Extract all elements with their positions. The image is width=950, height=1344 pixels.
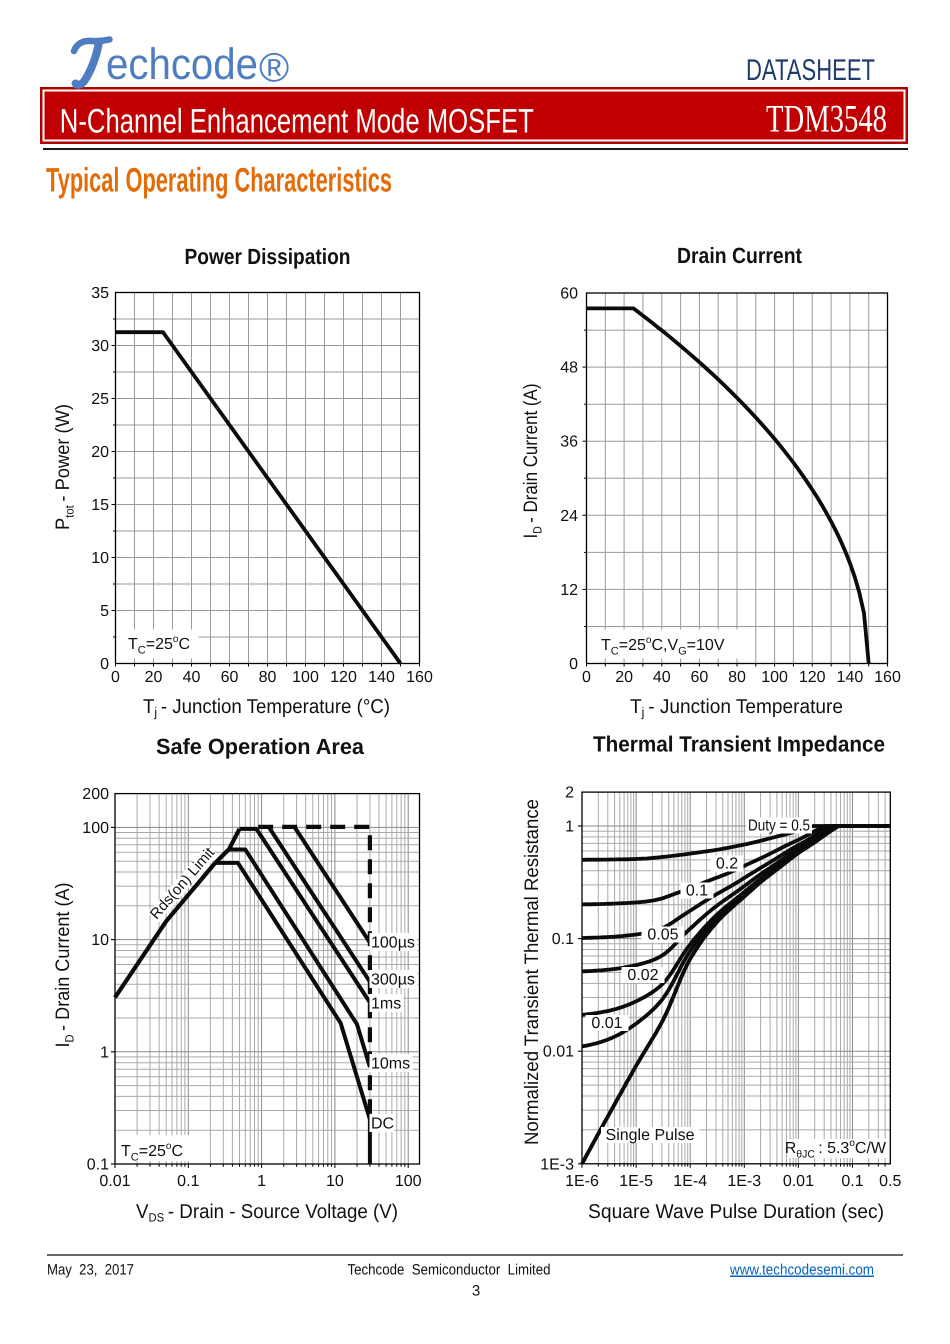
svg-text:1E-5: 1E-5	[619, 1173, 653, 1190]
svg-text:Typical Operating Characterist: Typical Operating Characteristics	[46, 162, 392, 200]
svg-text:DATASHEET: DATASHEET	[746, 54, 875, 87]
svg-text:0: 0	[569, 656, 578, 673]
svg-text:Duty = 0.5: Duty = 0.5	[748, 818, 810, 835]
svg-text:0.01: 0.01	[99, 1173, 130, 1190]
svg-text:35: 35	[91, 285, 109, 302]
svg-text:Drain Current: Drain Current	[677, 243, 803, 268]
svg-text:2: 2	[565, 785, 574, 802]
svg-text:0.01: 0.01	[591, 1015, 622, 1032]
svg-text:140: 140	[837, 669, 864, 686]
svg-text:0: 0	[100, 656, 109, 673]
svg-text:N-Channel Enhancement Mode MOS: N-Channel Enhancement Mode MOSFET	[60, 103, 534, 141]
svg-text:60: 60	[691, 669, 709, 686]
svg-text:0: 0	[111, 669, 120, 686]
svg-text:160: 160	[406, 669, 433, 686]
svg-text:®: ®	[259, 45, 289, 91]
svg-text:20: 20	[615, 669, 633, 686]
svg-text:30: 30	[91, 338, 109, 355]
svg-text:Ptot - Power (W): Ptot - Power (W)	[52, 404, 77, 530]
svg-text:20: 20	[91, 444, 109, 461]
svg-text:1: 1	[257, 1173, 266, 1190]
svg-text:120: 120	[799, 669, 826, 686]
svg-text:TC=25oC,VG=10V: TC=25oC,VG=10V	[601, 635, 725, 658]
svg-text:36: 36	[560, 434, 578, 451]
svg-text:Square Wave Pulse Duration (se: Square Wave Pulse Duration (sec)	[588, 1201, 884, 1223]
svg-text:Tj - Junction Temperature (°C): Tj - Junction Temperature (°C)	[143, 696, 390, 720]
svg-text:160: 160	[874, 669, 901, 686]
svg-text:0: 0	[582, 669, 591, 686]
svg-text:3: 3	[472, 1283, 480, 1300]
svg-text:15: 15	[91, 497, 109, 514]
svg-text:40: 40	[653, 669, 671, 686]
svg-text:0.1: 0.1	[686, 883, 708, 900]
svg-text:ID - Drain Current (A): ID - Drain Current (A)	[520, 384, 545, 539]
svg-text:1E-6: 1E-6	[565, 1173, 599, 1190]
svg-text:May 23, 2017: May 23, 2017	[47, 1262, 134, 1279]
svg-text:Safe Operation Area: Safe Operation Area	[156, 734, 365, 759]
svg-text:www.techcodesemi.com: www.techcodesemi.com	[729, 1262, 874, 1279]
svg-text:100: 100	[82, 820, 109, 837]
svg-text:Thermal Transient Impedance: Thermal Transient Impedance	[593, 732, 885, 757]
svg-text:40: 40	[183, 669, 201, 686]
svg-text:1: 1	[100, 1044, 109, 1061]
svg-text:1: 1	[565, 819, 574, 836]
svg-text:0.2: 0.2	[716, 856, 738, 873]
svg-text:60: 60	[560, 286, 578, 303]
svg-text:TDM3548: TDM3548	[766, 98, 887, 141]
svg-text:0.02: 0.02	[627, 967, 658, 984]
svg-text:10: 10	[91, 932, 109, 949]
svg-text:Tj - Junction Temperature: Tj - Junction Temperature	[630, 696, 843, 720]
svg-text:0.01: 0.01	[543, 1044, 574, 1061]
svg-text:10: 10	[91, 550, 109, 567]
svg-text:1E-4: 1E-4	[673, 1173, 707, 1190]
svg-text:80: 80	[728, 669, 746, 686]
svg-text:60: 60	[221, 669, 239, 686]
svg-text:80: 80	[259, 669, 277, 686]
svg-text:Rds(on) Limit: Rds(on) Limit	[147, 844, 219, 923]
svg-text:Normalized Transient Thermal R: Normalized Transient Thermal Resistance	[521, 799, 543, 1145]
svg-text:24: 24	[560, 508, 578, 525]
svg-text:100µs: 100µs	[371, 935, 415, 952]
svg-text:Power Dissipation: Power Dissipation	[185, 244, 351, 269]
svg-text:0.05: 0.05	[647, 927, 678, 944]
svg-text:300µs: 300µs	[371, 972, 415, 989]
svg-text:120: 120	[330, 669, 357, 686]
svg-text:5: 5	[100, 603, 109, 620]
svg-text:100: 100	[292, 669, 319, 686]
svg-text:echcode: echcode	[106, 40, 258, 89]
svg-text:Single Pulse: Single Pulse	[606, 1127, 695, 1144]
svg-text:ID - Drain Current (A): ID - Drain Current (A)	[52, 883, 77, 1048]
svg-text:25: 25	[91, 391, 109, 408]
svg-text:0.1: 0.1	[552, 931, 574, 948]
svg-text:Techcode Semiconductor Limit: Techcode Semiconductor Limited	[348, 1262, 551, 1279]
svg-text:VDS - Drain - Source Voltage (: VDS - Drain - Source Voltage (V)	[136, 1201, 398, 1225]
svg-text:140: 140	[368, 669, 395, 686]
svg-text:100: 100	[761, 669, 788, 686]
svg-text:20: 20	[145, 669, 163, 686]
svg-text:12: 12	[560, 582, 578, 599]
svg-text:1E-3: 1E-3	[540, 1156, 574, 1173]
svg-text:10: 10	[326, 1173, 344, 1190]
svg-text:100: 100	[395, 1173, 422, 1190]
svg-text:1ms: 1ms	[371, 996, 401, 1013]
svg-text:0.01: 0.01	[783, 1173, 814, 1190]
svg-text:DC: DC	[371, 1116, 394, 1133]
svg-text:0.1: 0.1	[177, 1173, 199, 1190]
svg-text:1E-3: 1E-3	[727, 1173, 761, 1190]
svg-text:0.5: 0.5	[879, 1173, 901, 1190]
svg-text:10ms: 10ms	[371, 1056, 410, 1073]
svg-text:200: 200	[82, 786, 109, 803]
svg-text:0.1: 0.1	[87, 1157, 109, 1174]
svg-text:0.1: 0.1	[841, 1173, 863, 1190]
svg-text:48: 48	[560, 360, 578, 377]
